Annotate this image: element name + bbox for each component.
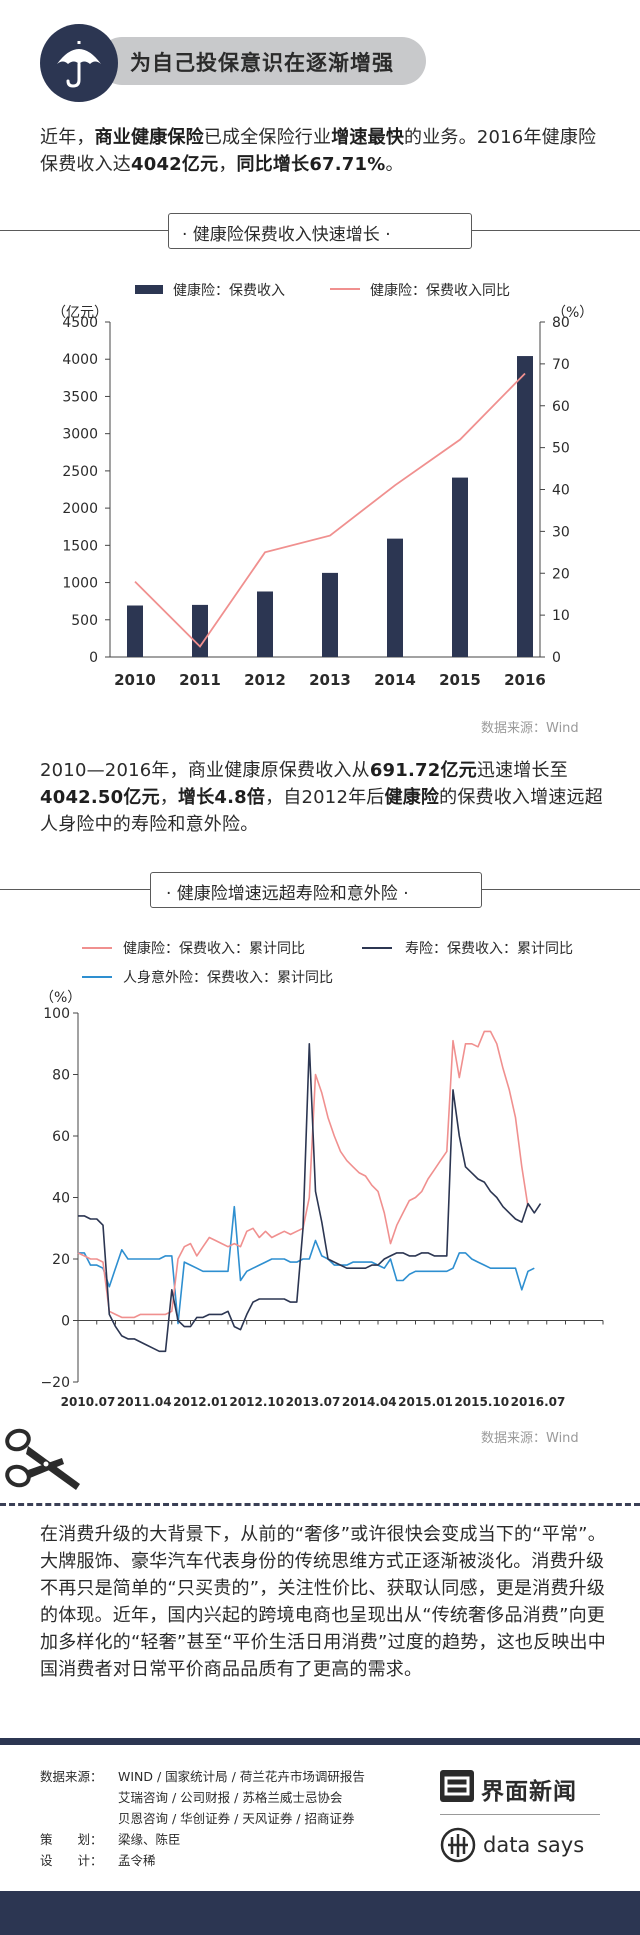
x-tick-label: 2012.10 <box>229 1395 284 1409</box>
footer-plan-value: 梁缘、陈臣 <box>118 1832 181 1847</box>
y-tick-label: 60 <box>52 1129 70 1145</box>
brand-cn: 界面新闻 <box>481 1779 577 1805</box>
bar <box>322 572 338 657</box>
y-right-axis-title: （%） <box>552 305 593 321</box>
y-right-tick-label: 20 <box>552 566 570 582</box>
y-right-tick-label: 10 <box>552 608 570 624</box>
x-tick-label: 2015 <box>439 671 481 689</box>
footer-top-band <box>0 1738 640 1745</box>
y-right-tick-label: 0 <box>552 650 561 666</box>
x-tick-label: 2015.10 <box>454 1395 509 1409</box>
footer-source-line3: 贝恩咨询 / 华创证券 / 天风证券 / 招商证券 <box>118 1811 355 1826</box>
legend-label-bar: 健康险：保费收入 <box>173 282 285 299</box>
chart1: 健康险：保费收入 健康险：保费收入同比 （亿元） （%）05001000150020… <box>52 282 593 689</box>
y-right-tick-label: 60 <box>552 399 570 415</box>
bar <box>127 605 143 657</box>
brand-en: data says <box>483 1833 585 1857</box>
jiemian-logo-icon <box>440 1770 474 1806</box>
bar <box>387 538 403 657</box>
y-left-tick-label: 500 <box>71 613 98 629</box>
series-line-accident <box>78 1205 535 1325</box>
chart2-source: 数据来源：Wind <box>481 1431 579 1446</box>
series-line-life <box>78 1043 542 1353</box>
series-line-yoy <box>134 372 526 648</box>
section2-title-box <box>150 872 482 908</box>
series-line-health <box>77 1030 529 1319</box>
datasays-logo-icon <box>440 1827 476 1867</box>
chart1-source: 数据来源：Wind <box>481 721 579 736</box>
footer-source-line2: 艾瑞咨询 / 公司财报 / 苏格兰威士忌协会 <box>118 1790 343 1805</box>
footer-source-label: 数据来源： <box>40 1769 103 1784</box>
x-tick-label: 2011.04 <box>117 1395 172 1409</box>
x-tick-label: 2016 <box>504 671 546 689</box>
y-right-tick-label: 40 <box>552 483 570 499</box>
x-tick-label: 2012.01 <box>173 1395 228 1409</box>
y-right-tick-label: 70 <box>552 357 570 373</box>
footer-source-line1: WIND / 国家统计局 / 荷兰花卉市场调研报告 <box>118 1769 365 1784</box>
legend-swatch-bar <box>135 285 163 294</box>
section2-rule-right <box>480 889 640 890</box>
y-tick-label: 20 <box>52 1252 70 1268</box>
chart2: 健康险：保费收入：累计同比 寿险：保费收入：累计同比人身意外险：保费收入：累计同比… <box>40 940 604 1409</box>
bar <box>257 591 273 657</box>
footer-plan-label: 策 划： <box>40 1832 103 1847</box>
umbrella-icon <box>40 24 118 102</box>
y-axis-title: （%） <box>40 990 81 1006</box>
section2-rule-left <box>0 889 150 890</box>
y-tick-label: 0 <box>61 1314 70 1330</box>
legend-label-line: 健康险：保费收入同比 <box>370 282 510 299</box>
y-left-tick-label: 2000 <box>62 501 98 517</box>
section2-title: · 健康险增速远超寿险和意外险 · <box>166 884 409 904</box>
legend-label-health: 健康险：保费收入：累计同比 <box>123 940 305 957</box>
y-left-tick-label: 4000 <box>62 352 98 368</box>
y-tick-label: 40 <box>52 1191 70 1207</box>
bar <box>517 356 533 657</box>
intro-paragraph: 近年，商业健康保险已成全保险行业增速最快的业务。2016年健康险保费收入达404… <box>40 127 597 175</box>
y-left-tick-label: 3500 <box>62 389 98 405</box>
y-right-tick-label: 50 <box>552 441 570 457</box>
y-tick-label: 80 <box>52 1068 70 1084</box>
y-left-tick-label: 1000 <box>62 576 98 592</box>
x-tick-label: 2014 <box>374 671 416 689</box>
x-tick-label: 2015.01 <box>398 1395 453 1409</box>
y-left-tick-label: 4500 <box>62 315 98 331</box>
y-tick-label: −20 <box>40 1375 70 1391</box>
x-tick-label: 2011 <box>179 671 221 689</box>
mid-paragraph: 2010—2016年，商业健康原保费收入从691.72亿元迅速增长至4042.5… <box>40 760 603 835</box>
header-title: 为自己投保意识在逐渐增强 <box>130 51 394 75</box>
legend-label-life: 寿险：保费收入：累计同比 <box>405 940 573 957</box>
footer-design-label: 设 计： <box>40 1853 103 1868</box>
x-tick-label: 2012 <box>244 671 286 689</box>
bar <box>192 604 208 657</box>
y-right-tick-label: 30 <box>552 524 570 540</box>
brand-divider <box>440 1814 600 1815</box>
cut-line <box>0 1503 640 1506</box>
x-tick-label: 2014.04 <box>342 1395 397 1409</box>
x-tick-label: 2010.07 <box>61 1395 116 1409</box>
x-tick-label: 2016.07 <box>511 1395 566 1409</box>
closing-paragraph: 在消费升级的大背景下，从前的“奢侈”或许很快会变成当下的“平常”。大牌服饰、豪华… <box>40 1524 606 1680</box>
legend-label-accident: 人身意外险：保费收入：累计同比 <box>123 969 333 986</box>
x-tick-label: 2013 <box>309 671 351 689</box>
bar <box>452 477 468 657</box>
scissors-icon <box>0 1420 90 1504</box>
y-left-tick-label: 2500 <box>62 464 98 480</box>
section1-title: · 健康险保费收入快速增长 · <box>182 225 391 245</box>
section1-rule-right <box>470 230 640 231</box>
section1-rule-left <box>0 230 168 231</box>
y-left-tick-label: 0 <box>89 650 98 666</box>
y-left-tick-label: 1500 <box>62 538 98 554</box>
header-pill <box>98 37 426 85</box>
footer-bottom-band <box>0 1891 640 1935</box>
y-left-tick-label: 3000 <box>62 427 98 443</box>
y-left-axis-title: （亿元） <box>52 305 108 321</box>
section1-title-box <box>168 213 472 249</box>
x-tick-label: 2013.07 <box>286 1395 341 1409</box>
footer-design-value: 孟令稀 <box>118 1853 156 1868</box>
x-tick-label: 2010 <box>114 671 156 689</box>
y-tick-label: 100 <box>43 1006 70 1022</box>
y-right-tick-label: 80 <box>552 315 570 331</box>
